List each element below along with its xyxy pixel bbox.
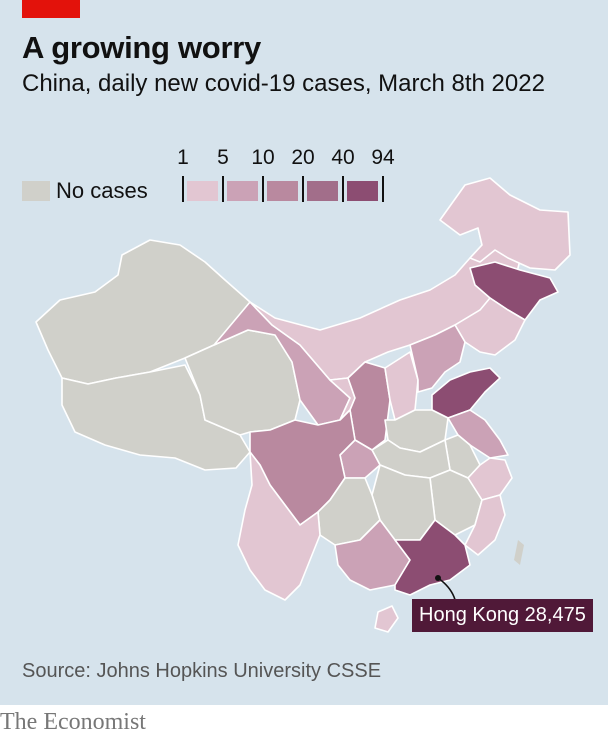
region-taiwan — [514, 540, 524, 565]
no-cases-swatch — [22, 181, 50, 201]
legend-tick-mark — [262, 176, 264, 202]
color-legend: 1 5 10 20 40 94 — [165, 146, 405, 206]
legend-swatch-10-20 — [267, 181, 298, 201]
region-guizhou — [317, 477, 381, 546]
source-note: Source: Johns Hopkins University CSSE — [22, 660, 382, 682]
legend-tick-label: 20 — [291, 146, 315, 169]
legend-swatch-5-10 — [227, 181, 258, 201]
chart-subtitle: China, daily new covid-19 cases, March 8… — [22, 70, 545, 97]
china-province-map — [0, 160, 608, 660]
region-yunnan — [237, 451, 321, 601]
legend-swatch-1-5 — [187, 181, 218, 201]
legend-tick-label: 94 — [371, 146, 395, 169]
chart-title: A growing worry — [22, 30, 261, 65]
legend-tick-label: 5 — [217, 146, 229, 169]
callout-name: Hong Kong — [419, 604, 520, 626]
hong-kong-callout: Hong Kong 28,475 — [412, 599, 593, 632]
map-svg — [35, 177, 571, 633]
region-liaoning — [454, 297, 526, 356]
region-guangdong — [394, 519, 471, 596]
legend-tick-mark — [382, 176, 384, 202]
legend-swatch-20-40 — [307, 181, 338, 201]
region-heilongjiang — [439, 177, 571, 271]
legend-tick-mark — [182, 176, 184, 202]
region-hainan — [374, 605, 399, 633]
brand-logo-text: The Economist — [0, 709, 146, 735]
hong-kong-dot — [435, 575, 441, 581]
region-shanxi — [384, 351, 419, 421]
region-hebei — [409, 324, 466, 393]
legend-tick-label: 1 — [177, 146, 189, 169]
legend-swatch-40-94 — [347, 181, 378, 201]
region-jilin — [469, 261, 559, 321]
legend-tick-label: 40 — [331, 146, 355, 169]
region-fujian — [464, 494, 506, 556]
legend-tick-label: 10 — [251, 146, 275, 169]
callout-value: 28,475 — [524, 604, 586, 626]
no-cases-label: No cases — [56, 178, 148, 203]
brand-red-tag — [22, 0, 80, 18]
legend-tick-mark — [342, 176, 344, 202]
legend-tick-mark — [222, 176, 224, 202]
legend-tick-mark — [302, 176, 304, 202]
